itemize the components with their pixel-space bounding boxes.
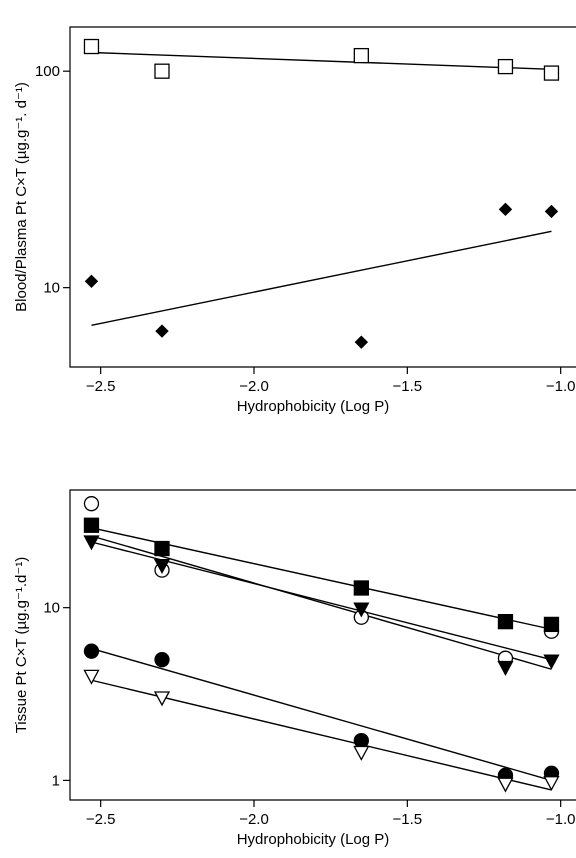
blood-plasma-panel: −2.5 −2.0 −1.5 −1.0 10 100 Hydrophobicity (Log… — [13, 26, 576, 415]
x-axis-title: Hydrophobicity (Log P) — [237, 398, 390, 415]
x-tick-label: −2.0 — [239, 811, 269, 828]
data-point-filled-triangle-down — [83, 535, 100, 551]
data-point-open-triangle-down — [543, 776, 560, 792]
fit-line-open-square — [91, 51, 552, 71]
data-point-open-square — [154, 63, 170, 79]
x-tick-label: −1.0 — [546, 811, 576, 828]
fit-line-filled-circle — [91, 647, 552, 782]
data-point-filled-triangle-down — [543, 654, 560, 670]
data-point-filled-square — [83, 517, 100, 533]
y-tick-label: 10 — [43, 280, 60, 297]
data-point-filled-square — [543, 616, 560, 633]
y-tick-label: 1 — [52, 772, 60, 789]
x-tick-label: −1.5 — [393, 378, 423, 395]
fit-line-open-triangle-down — [91, 679, 552, 791]
data-point-filled-diamond — [498, 202, 513, 217]
data-point-filled-square — [497, 613, 514, 630]
y-tick-label: 100 — [35, 63, 60, 80]
data-point-open-square — [83, 38, 100, 55]
data-point-filled-diamond — [354, 335, 369, 349]
x-tick-label: −1.5 — [393, 811, 423, 828]
data-point-open-square — [353, 47, 369, 64]
data-point-filled-square — [353, 580, 369, 596]
x-tick-label: −2.5 — [86, 811, 116, 828]
data-point-filled-diamond — [544, 204, 559, 219]
x-tick-label: −1.0 — [546, 378, 576, 395]
plot-frame — [69, 26, 576, 368]
x-tick-label: −2.5 — [86, 378, 116, 395]
fit-line-filled-diamond — [91, 230, 552, 326]
data-point-open-triangle-down — [83, 669, 100, 685]
data-point-filled-circle — [154, 652, 170, 668]
data-point-open-square — [543, 65, 560, 81]
data-point-filled-triangle-down — [497, 660, 514, 676]
data-point-filled-circle — [83, 643, 100, 659]
data-point-filled-triangle-down — [353, 602, 370, 618]
data-point-filled-diamond — [155, 324, 169, 338]
data-point-open-triangle-down — [153, 691, 171, 707]
plot-frame — [69, 489, 576, 801]
y-axis-title: Blood/Plasma Pt C×T (µg.g⁻¹. d⁻¹) — [13, 82, 30, 312]
data-point-filled-diamond — [84, 274, 99, 289]
data-point-open-triangle-down — [353, 745, 370, 761]
fit-line-open-circle — [91, 535, 552, 670]
data-point-filled-triangle-down — [153, 559, 171, 575]
data-point-filled-square — [154, 540, 170, 557]
x-tick-label: −2.0 — [239, 378, 269, 395]
tissue-panel: −2.5 −2.0 −1.5 −1.0 1 10 Hydrophobicity (Log P… — [13, 489, 576, 848]
data-point-open-triangle-down — [497, 777, 514, 793]
y-axis-title: Tissue Pt C×T (µg.g⁻¹.d⁻¹) — [13, 557, 30, 734]
data-point-open-square — [497, 58, 514, 75]
data-point-open-circle — [83, 496, 100, 512]
x-axis-title: Hydrophobicity (Log P) — [237, 831, 390, 848]
y-tick-label: 10 — [43, 600, 60, 617]
